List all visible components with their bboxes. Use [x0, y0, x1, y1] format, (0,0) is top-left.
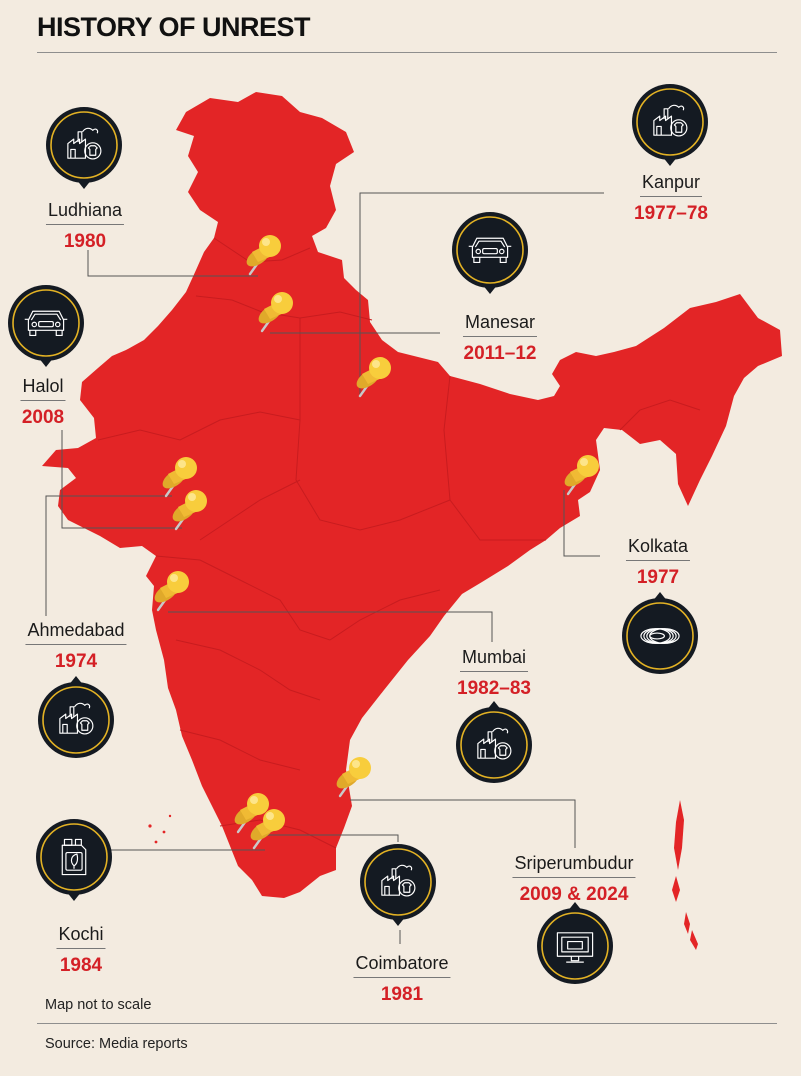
label-kochi: Kochi 1984 — [56, 924, 106, 977]
city-name: Manesar — [462, 312, 538, 337]
label-kolkata: Kolkata 1977 — [625, 536, 691, 589]
badge-ludhiana — [46, 107, 122, 189]
city-year: 1977–78 — [634, 203, 708, 224]
india-mainland — [42, 92, 782, 898]
city-name: Ahmedabad — [25, 620, 127, 645]
label-ahmedabad: Ahmedabad 1974 — [25, 620, 127, 673]
badge-sriperumbudur — [537, 902, 613, 984]
badge-kanpur — [632, 84, 708, 166]
badge-mumbai — [456, 701, 532, 783]
city-year: 1984 — [59, 955, 103, 976]
city-year: 1982–83 — [457, 678, 531, 699]
city-name: Kolkata — [625, 536, 691, 561]
city-year: 2009 & 2024 — [519, 884, 629, 905]
scale-note: Map not to scale — [45, 997, 152, 1013]
lakshadweep-islands — [148, 814, 172, 844]
city-name: Coimbatore — [353, 953, 451, 978]
city-year: 1980 — [63, 231, 107, 252]
city-year: 1977 — [636, 567, 680, 588]
city-name: Kochi — [56, 924, 106, 949]
label-halol: Halol 2008 — [20, 376, 66, 429]
city-year: 1974 — [54, 651, 98, 672]
city-year: 1981 — [380, 984, 424, 1005]
badge-kochi — [36, 819, 112, 901]
label-ludhiana: Ludhiana 1980 — [45, 200, 125, 253]
badge-coimbatore — [360, 844, 436, 926]
label-coimbatore: Coimbatore 1981 — [353, 953, 451, 1006]
label-sriperumbudur: Sriperumbudur 2009 & 2024 — [512, 853, 636, 906]
city-name: Sriperumbudur — [512, 853, 636, 878]
badge-halol — [8, 285, 84, 367]
footer-divider — [37, 1023, 777, 1024]
title-divider — [37, 52, 777, 53]
city-name: Ludhiana — [45, 200, 125, 225]
city-year: 2011–12 — [463, 343, 537, 364]
source-note: Source: Media reports — [45, 1036, 188, 1052]
label-mumbai: Mumbai 1982–83 — [457, 647, 531, 700]
city-name: Halol — [20, 376, 66, 401]
andaman-nicobar-islands — [672, 800, 698, 950]
label-manesar: Manesar 2011–12 — [462, 312, 538, 365]
page-title: HISTORY OF UNREST — [37, 12, 311, 42]
leader-lines — [45, 192, 604, 944]
city-name: Kanpur — [639, 172, 703, 197]
city-year: 2008 — [21, 407, 65, 428]
badge-ahmedabad — [38, 676, 114, 758]
badge-manesar — [452, 212, 528, 294]
city-name: Mumbai — [459, 647, 529, 672]
label-kanpur: Kanpur 1977–78 — [634, 172, 708, 225]
badge-kolkata — [622, 592, 698, 674]
